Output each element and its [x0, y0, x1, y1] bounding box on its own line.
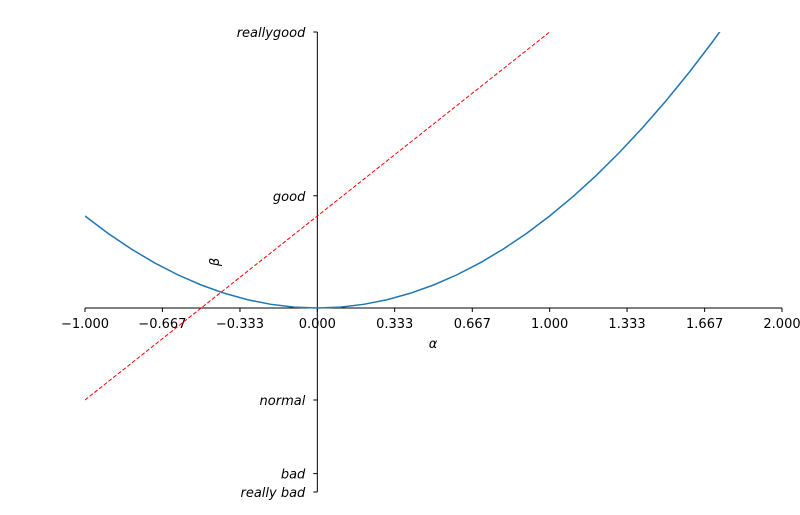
y-tick-label: bad [281, 468, 306, 483]
x-tick-label: 1.000 [531, 317, 568, 332]
y-tick-label: normal [260, 394, 306, 409]
line-series [85, 32, 721, 309]
plot-area [85, 32, 721, 401]
x-tick-label: 0.667 [454, 317, 491, 332]
line-series [85, 32, 551, 401]
x-tick-label: 0.333 [376, 317, 413, 332]
x-axis-label: α [429, 337, 438, 352]
y-tick-label: really bad [240, 486, 306, 501]
y-axis-label: β [208, 258, 223, 267]
y-tick-label: reallygood [237, 26, 306, 41]
x-tick-label: −0.333 [216, 317, 264, 332]
x-tick-label: 1.333 [608, 317, 645, 332]
x-tick-label: −0.667 [138, 317, 186, 332]
x-tick-label: 0.000 [299, 317, 336, 332]
y-tick-label: good [273, 190, 306, 205]
x-tick-label: −1.000 [61, 317, 109, 332]
x-tick-label: 2.000 [763, 317, 800, 332]
x-tick-label: 1.667 [686, 317, 723, 332]
